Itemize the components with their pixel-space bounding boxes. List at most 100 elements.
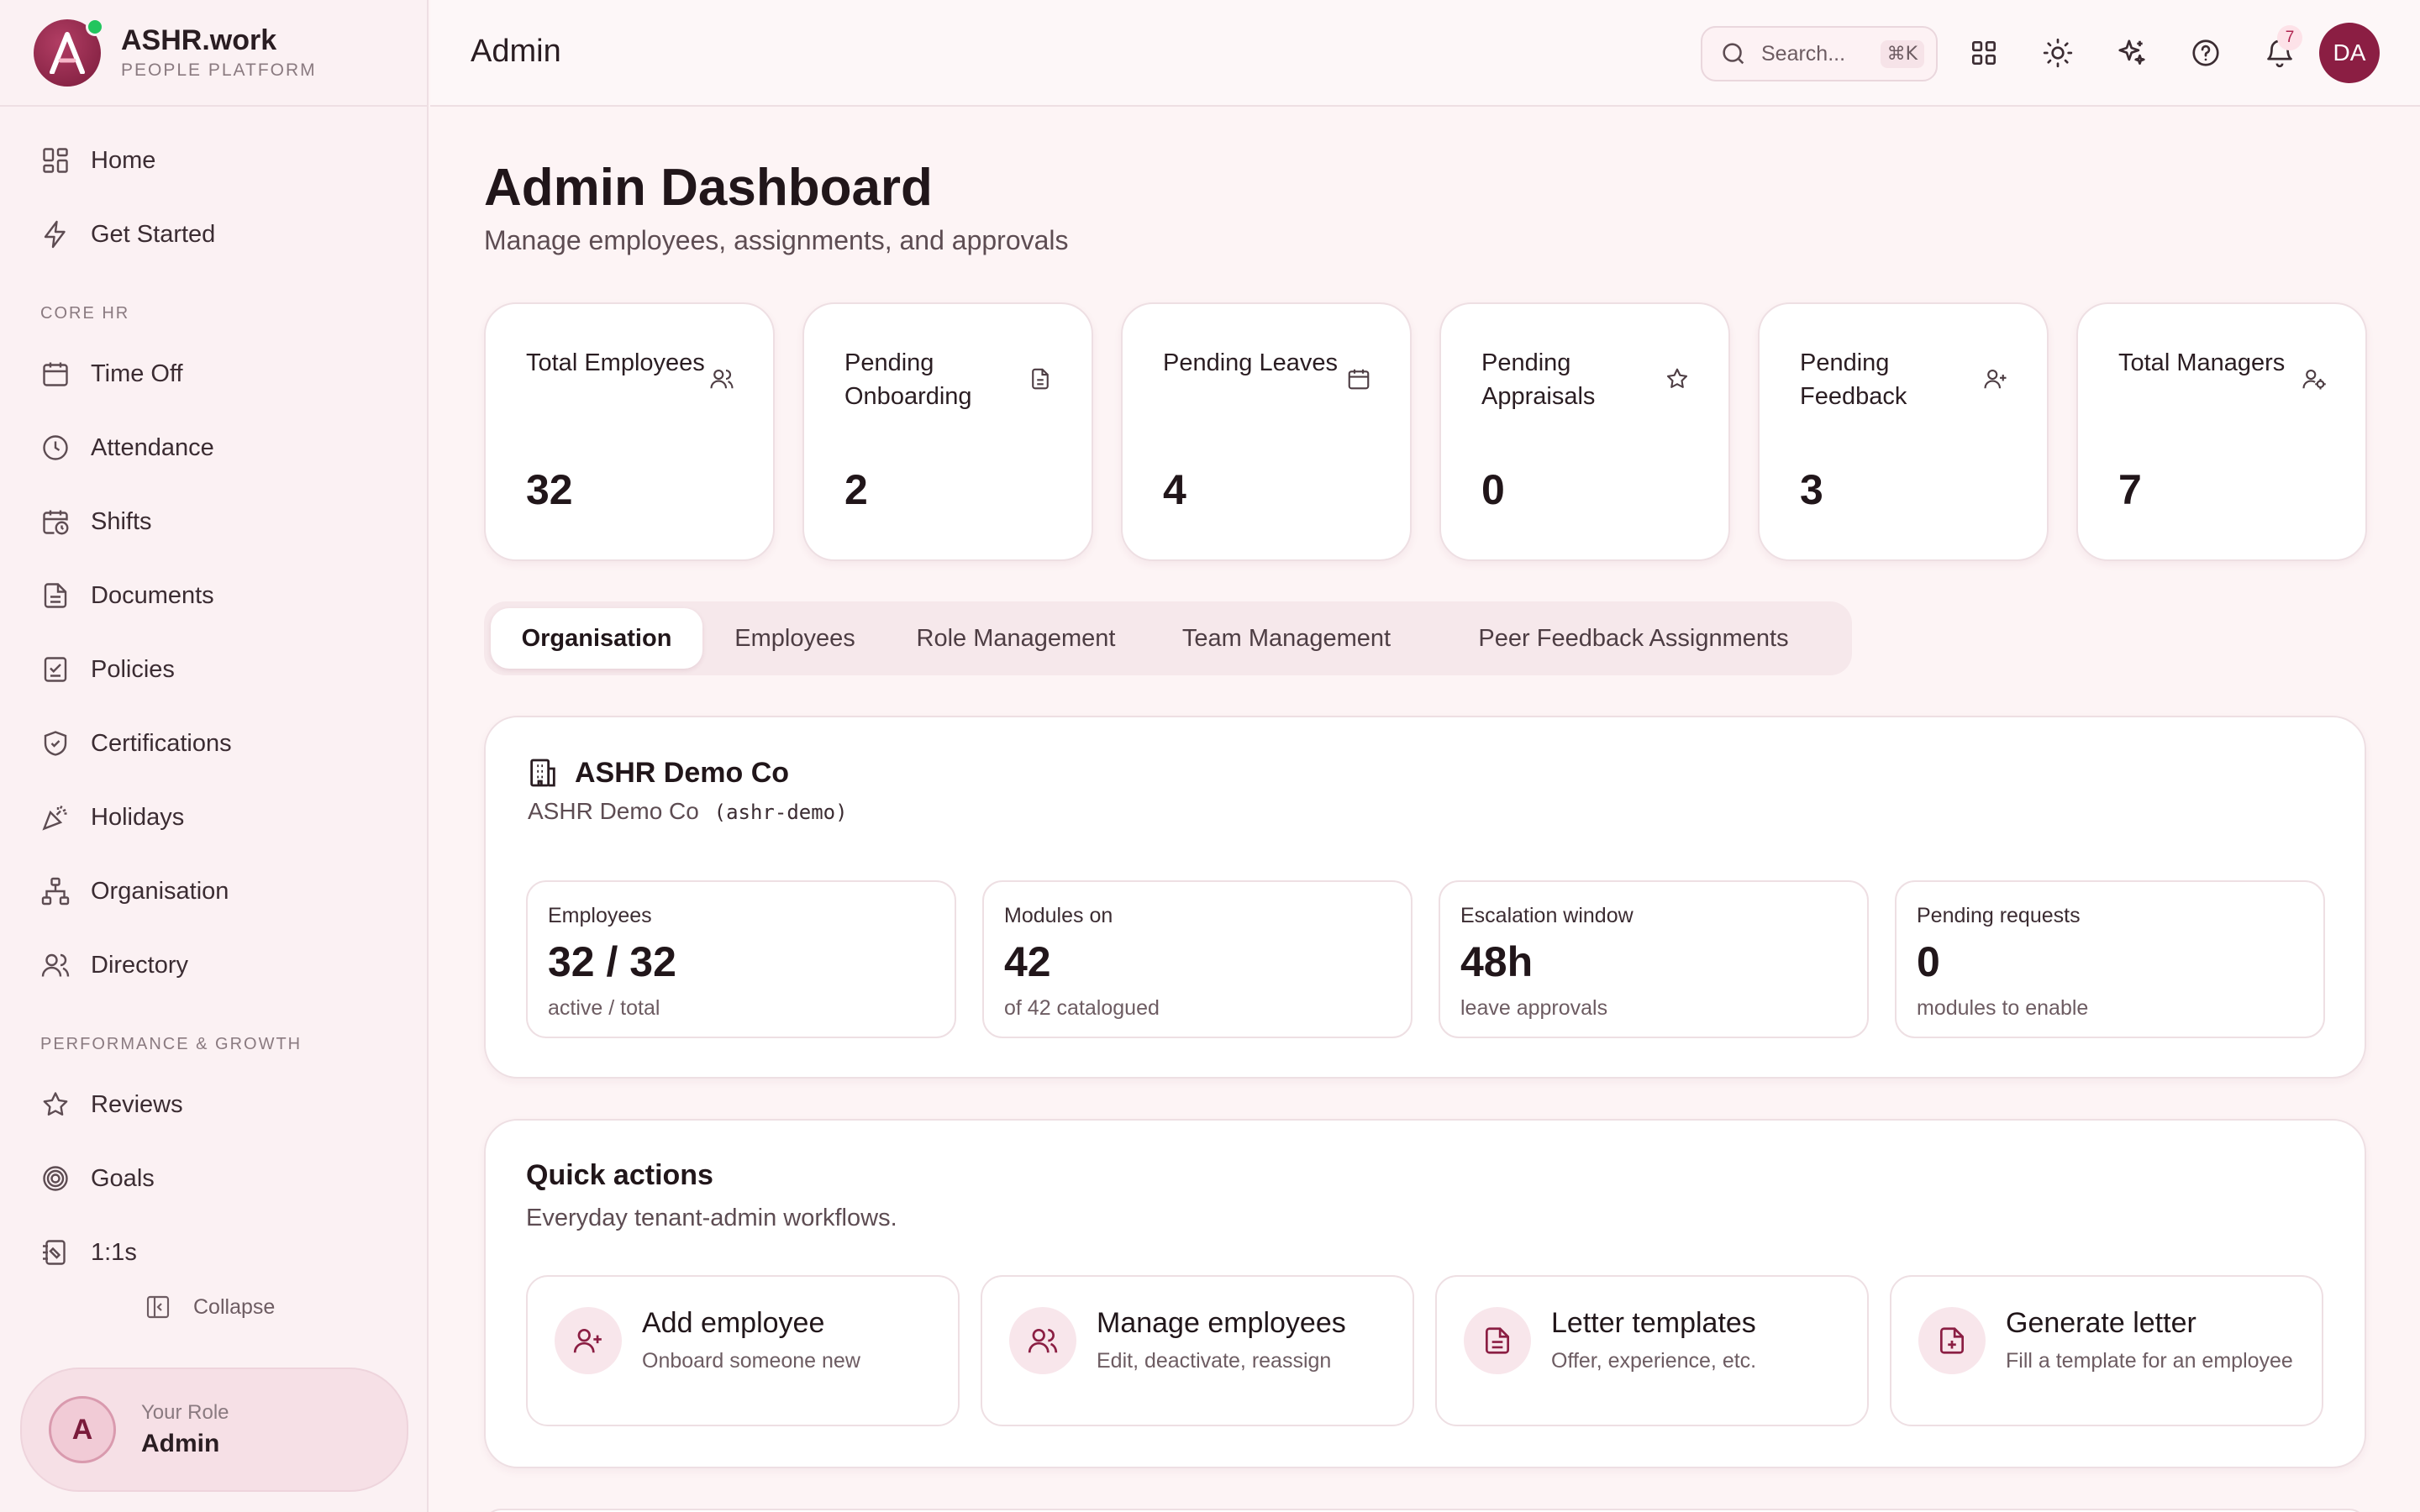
quick-action-name: Letter templates <box>1551 1307 1756 1339</box>
stat-card-pending-appraisals[interactable]: Pending Appraisals 0 <box>1439 302 1730 561</box>
organisation-subname: ASHR Demo Co <box>528 798 699 824</box>
sidebar-item-holidays[interactable]: Holidays <box>40 792 393 843</box>
search-icon <box>1723 43 1744 65</box>
search-input[interactable]: Search... ⌘K <box>1701 26 1938 81</box>
star-icon <box>43 1092 68 1116</box>
target-icon <box>43 1166 68 1191</box>
user-plus-icon <box>1984 369 2007 389</box>
search-shortcut: ⌘K <box>1880 39 1924 68</box>
tab-team-management[interactable]: Team Management <box>1181 624 1392 652</box>
online-status-dot <box>86 17 104 36</box>
sidebar-item-reviews[interactable]: Reviews <box>40 1079 393 1130</box>
role-card[interactable]: A Your Role Admin <box>20 1368 408 1492</box>
section-title-core-hr: CORE HR <box>40 304 130 323</box>
stat-value: 3 <box>1800 466 1823 513</box>
quick-action-icon-wrap <box>1918 1307 1986 1374</box>
role-value: Admin <box>141 1430 220 1457</box>
stat-card-total-employees[interactable]: Total Employees 32 <box>484 302 775 561</box>
sidebar-item-goals[interactable]: Goals <box>40 1153 393 1204</box>
metric-escalation-window: Escalation window 48h leave approvals <box>1439 880 1869 1038</box>
quick-action-desc: Fill a template for an employee <box>2006 1349 2293 1373</box>
header-title: Admin <box>471 34 561 69</box>
file-icon <box>1032 368 1049 390</box>
brand-name: ASHR.work <box>121 24 277 56</box>
metric-modules: Modules on 42 of 42 catalogued <box>982 880 1413 1038</box>
quick-actions-title: Quick actions <box>526 1159 713 1191</box>
quick-action-icon-wrap <box>1009 1307 1076 1374</box>
stat-label: Pending Onboarding <box>844 349 972 410</box>
sidebar-item-label: Organisation <box>91 877 229 905</box>
stat-label: Total Managers <box>2118 349 2286 376</box>
tab-employees[interactable]: Employees <box>734 624 855 652</box>
sidebar-item-documents[interactable]: Documents <box>40 570 393 621</box>
quick-action-icon-wrap <box>1464 1307 1531 1374</box>
sidebar-item-certifications[interactable]: Certifications <box>40 718 393 769</box>
sidebar-item-label: Reviews <box>91 1090 183 1118</box>
metric-value: 32 / 32 <box>548 938 676 985</box>
stat-label: Pending Feedback <box>1800 349 1907 410</box>
sidebar-item-organisation[interactable]: Organisation <box>40 866 393 916</box>
sidebar-item-directory[interactable]: Directory <box>40 940 393 990</box>
logo-letter-icon <box>50 31 85 74</box>
sidebar-item-label: Policies <box>91 655 175 683</box>
organisation-card: ASHR Demo Co ASHR Demo Co (ashr-demo) Em… <box>484 716 2366 1079</box>
star-icon <box>1666 368 1688 388</box>
sidebar-item-label: 1:1s <box>91 1238 137 1266</box>
metric-label: Employees <box>548 904 652 927</box>
sparkles-icon[interactable] <box>2116 37 2148 69</box>
calendar-icon <box>43 362 68 386</box>
tab-role-management[interactable]: Role Management <box>916 624 1116 652</box>
letter-templates-button[interactable]: Letter templates Offer, experience, etc. <box>1435 1275 1869 1426</box>
building-icon <box>530 759 555 787</box>
sidebar-item-policies[interactable]: Policies <box>40 644 393 695</box>
sidebar-item-label: Time Off <box>91 360 183 387</box>
tab-peer-feedback[interactable]: Peer Feedback Assignments <box>1478 624 1789 652</box>
calendar-icon <box>1348 369 1370 390</box>
stat-card-pending-feedback[interactable]: Pending Feedback 3 <box>1758 302 2049 561</box>
tab-organisation[interactable]: Organisation <box>491 608 702 669</box>
sidebar-item-label: Documents <box>91 581 214 609</box>
stat-card-total-managers[interactable]: Total Managers 7 <box>2076 302 2367 561</box>
sidebar-item-label: Holidays <box>91 803 185 831</box>
brand[interactable]: ASHR.work PEOPLE PLATFORM <box>0 0 427 107</box>
add-employee-button[interactable]: Add employee Onboard someone new <box>526 1275 960 1426</box>
sidebar-item-time-off[interactable]: Time Off <box>40 349 393 399</box>
sun-icon[interactable] <box>2042 37 2074 69</box>
sidebar-item-label: Shifts <box>91 507 152 535</box>
stat-value: 7 <box>2118 466 2142 513</box>
apps-grid-icon[interactable] <box>1968 37 2000 69</box>
metric-employees: Employees 32 / 32 active / total <box>526 880 956 1038</box>
next-card-edge <box>484 1509 2366 1512</box>
checklist-icon <box>44 657 67 682</box>
sidebar-item-shifts[interactable]: Shifts <box>40 496 393 547</box>
manage-employees-button[interactable]: Manage employees Edit, deactivate, reass… <box>981 1275 1414 1426</box>
user-plus-icon <box>573 1328 602 1353</box>
user-avatar[interactable]: DA <box>2319 23 2380 83</box>
generate-letter-button[interactable]: Generate letter Fill a template for an e… <box>1890 1275 2323 1426</box>
quick-action-name: Add employee <box>642 1307 825 1339</box>
metric-label: Modules on <box>1004 904 1113 927</box>
metric-value: 48h <box>1460 938 1534 985</box>
sidebar-item-one-on-ones[interactable]: 1:1s <box>40 1227 393 1278</box>
help-icon[interactable] <box>2190 37 2222 69</box>
stat-value: 0 <box>1481 466 1505 513</box>
sidebar-item-label: Goals <box>91 1164 155 1192</box>
sidebar-item-home[interactable]: Home <box>40 135 393 186</box>
collapse-button[interactable]: Collapse <box>145 1290 275 1324</box>
sidebar-item-label: Certifications <box>91 729 232 757</box>
role-label: Your Role <box>141 1401 229 1424</box>
stat-card-pending-onboarding[interactable]: Pending Onboarding 2 <box>802 302 1093 561</box>
quick-actions-card: Quick actions Everyday tenant-admin work… <box>484 1119 2366 1468</box>
document-icon <box>1485 1327 1510 1354</box>
stat-value: 32 <box>526 466 573 513</box>
sidebar-item-attendance[interactable]: Attendance <box>40 423 393 473</box>
calendar-clock-icon <box>43 510 69 535</box>
org-chart-icon <box>41 877 70 906</box>
sidebar-item-label: Attendance <box>91 433 214 461</box>
stat-value: 2 <box>844 466 868 513</box>
sidebar-item-get-started[interactable]: Get Started <box>40 209 393 260</box>
stat-card-pending-leaves[interactable]: Pending Leaves 4 <box>1121 302 1412 561</box>
sidebar-item-label: Get Started <box>91 220 216 248</box>
users-icon <box>1028 1328 1058 1353</box>
metric-label: Escalation window <box>1460 904 1634 927</box>
